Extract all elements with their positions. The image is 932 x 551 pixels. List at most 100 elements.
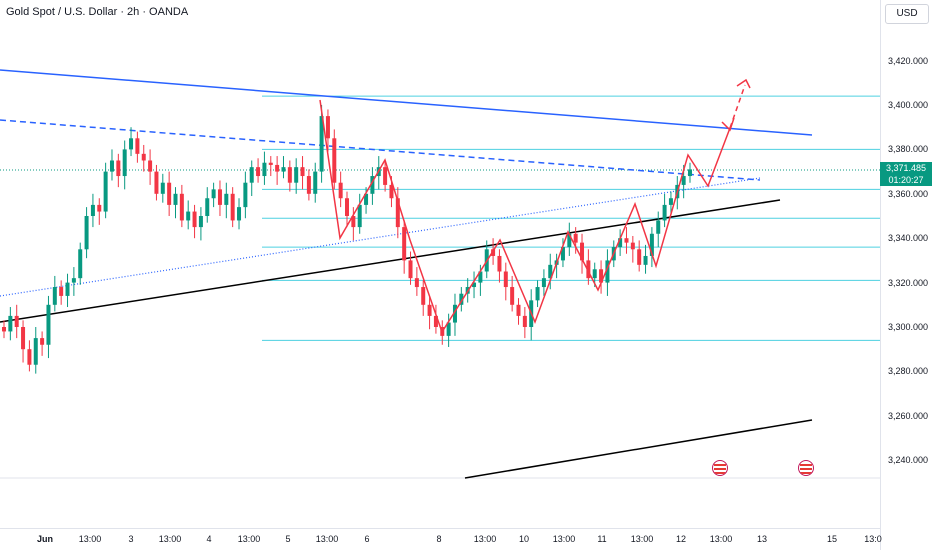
candle-body (243, 182, 248, 208)
candle-body (268, 162, 273, 165)
candle-body (681, 176, 686, 185)
price-tick: 3,420.000 (888, 56, 929, 66)
candle-body (662, 204, 667, 221)
candle-body (592, 269, 597, 279)
time-tick: 13 (756, 534, 768, 544)
candle-body (154, 171, 159, 194)
resistance-trendline (0, 69, 813, 136)
candle-body (370, 176, 375, 194)
candle-body (148, 160, 153, 172)
time-tick: 13:00 (315, 534, 339, 544)
price-axis[interactable] (880, 0, 932, 550)
candle-body (167, 182, 172, 205)
candle-body (237, 207, 242, 221)
time-tick: 13:00 (552, 534, 576, 544)
candle-body (103, 171, 108, 212)
candle-body (46, 304, 51, 345)
candle-body (624, 238, 629, 243)
price-tick: 3,300.000 (888, 322, 929, 332)
candle-body (491, 249, 496, 256)
candle-body (224, 193, 229, 205)
candle-body (21, 327, 26, 350)
candle-body (65, 282, 70, 296)
chart-canvas[interactable] (0, 0, 880, 528)
candle-body (573, 233, 578, 243)
us-flag-icon[interactable] (798, 460, 814, 476)
projection-dashed (729, 84, 746, 129)
candle-body (503, 271, 508, 288)
candle-body (560, 247, 565, 261)
candle-body (40, 338, 45, 345)
candle-body (668, 198, 673, 205)
candle-body (275, 164, 280, 172)
price-tick: 3,280.000 (888, 366, 929, 376)
candle-body (179, 193, 184, 221)
candle-body (116, 160, 121, 177)
arrow-head-icon (736, 78, 751, 89)
candle-body (141, 153, 146, 161)
candle-body (459, 293, 464, 305)
candle-body (618, 238, 623, 248)
candle-body (249, 167, 254, 183)
time-axis[interactable] (0, 528, 880, 551)
projection-path (319, 99, 731, 334)
candle-body (205, 198, 210, 216)
candle-body (541, 278, 546, 288)
candle-body (332, 138, 337, 183)
candle-body (433, 315, 438, 327)
candle-body (262, 162, 267, 177)
currency-button[interactable]: USD (885, 4, 929, 24)
candle-body (383, 167, 388, 185)
last-price-label: 3,371.485 01:20:27 (880, 162, 932, 186)
candle-body (649, 233, 654, 256)
price-tick: 3,380.000 (888, 144, 929, 154)
candle-body (586, 260, 591, 279)
price-tick: 3,400.000 (888, 100, 929, 110)
time-tick: 5 (285, 534, 291, 544)
price-tick: 3,240.000 (888, 455, 929, 465)
candle-body (446, 322, 451, 336)
lower-support-trendline (464, 419, 813, 479)
support-trendline (0, 199, 781, 323)
chart-area[interactable] (0, 0, 880, 528)
candle-body (109, 160, 114, 172)
candle-body (389, 184, 394, 199)
symbol-title[interactable]: Gold Spot / U.S. Dollar · 2h · OANDA (6, 6, 189, 18)
candle-body (84, 216, 89, 250)
us-flag-icon[interactable] (712, 460, 728, 476)
time-tick: Jun (36, 534, 54, 544)
time-tick: 3 (128, 534, 134, 544)
candle-body (173, 193, 178, 205)
price-tick: 3,340.000 (888, 233, 929, 243)
candle-body (516, 304, 521, 316)
candle-body (605, 260, 610, 283)
candle-body (395, 198, 400, 228)
candle-body (198, 216, 203, 228)
candle-body (351, 216, 356, 228)
candle-body (427, 304, 432, 316)
candle-body (325, 116, 330, 139)
candle-body (567, 233, 572, 248)
candle-body (656, 220, 661, 234)
candle-body (135, 138, 140, 154)
time-tick: 11 (597, 534, 607, 544)
arrow-head-icon (721, 117, 735, 132)
candle-body (313, 171, 318, 194)
time-tick: 13:00 (630, 534, 654, 544)
candle-body (186, 211, 191, 221)
candle-body (300, 167, 305, 177)
time-tick: 13:0 (864, 534, 882, 544)
candle-body (27, 349, 32, 365)
candle-body (497, 255, 502, 272)
candle-body (8, 315, 13, 332)
dashed-trendline (0, 119, 761, 181)
candle-body (421, 287, 426, 305)
candle-body (217, 189, 222, 205)
candle-body (52, 287, 57, 305)
candle-body (160, 182, 165, 194)
candle-body (510, 287, 515, 305)
candle-body (71, 278, 76, 283)
candle-body (294, 167, 299, 183)
last-price-value: 3,371.485 (885, 163, 927, 173)
candle-body (306, 176, 311, 194)
